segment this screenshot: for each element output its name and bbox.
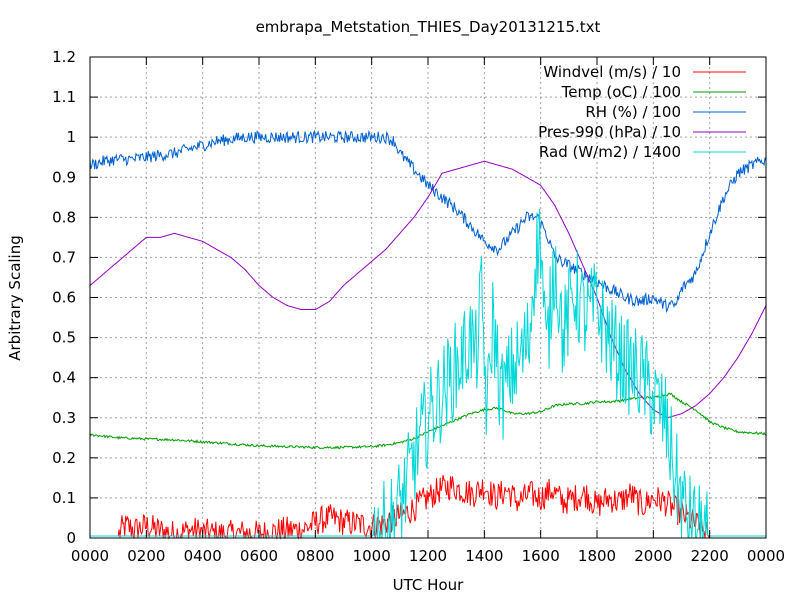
x-tick-label: 0200 bbox=[127, 547, 165, 565]
y-tick-label: 1 bbox=[66, 128, 76, 146]
x-tick-label: 1600 bbox=[522, 547, 560, 565]
y-axis-label: Arbitrary Scaling bbox=[6, 235, 24, 361]
x-tick-label: 1400 bbox=[465, 547, 503, 565]
y-tick-label: 0.6 bbox=[52, 289, 76, 307]
x-tick-label: 1000 bbox=[353, 547, 391, 565]
y-tick-label: 0 bbox=[66, 529, 76, 547]
y-tick-label: 0.7 bbox=[52, 248, 76, 266]
x-axis-label: UTC Hour bbox=[393, 576, 464, 594]
y-tick-label: 1.1 bbox=[52, 88, 76, 106]
y-tick-label: 0.4 bbox=[52, 369, 76, 387]
series-line-3 bbox=[89, 129, 767, 314]
x-tick-label: 0800 bbox=[296, 547, 334, 565]
x-tick-label: 0400 bbox=[184, 547, 222, 565]
y-tick-label: 0.8 bbox=[52, 208, 76, 226]
x-tick-label: 2000 bbox=[634, 547, 672, 565]
legend-label: RH (%) / 100 bbox=[585, 103, 681, 121]
y-tick-label: 0.1 bbox=[52, 489, 76, 507]
chart-title: embrapa_Metstation_THIES_Day20131215.txt bbox=[256, 18, 601, 37]
legend-label: Rad (W/m2) / 1400 bbox=[539, 143, 681, 161]
x-tick-label: 0600 bbox=[240, 547, 278, 565]
x-tick-label: 2200 bbox=[691, 547, 729, 565]
x-tick-label: 0000 bbox=[71, 547, 109, 565]
legend-label: Temp (oC) / 100 bbox=[561, 83, 681, 101]
y-tick-label: 0.2 bbox=[52, 449, 76, 467]
x-tick-label: 1800 bbox=[578, 547, 616, 565]
legend-label: Pres-990 (hPa) / 10 bbox=[538, 123, 681, 141]
legend: Windvel (m/s) / 10 Temp (oC) / 100 RH (%) … bbox=[538, 63, 746, 161]
legend-label: Windvel (m/s) / 10 bbox=[543, 63, 681, 81]
ticks: 0 0.1 0.2 0.3 0.4 0.5 0.6 0.7 0.8 0.9 1 1.1 1.2 0000 0… bbox=[52, 48, 785, 565]
y-tick-label: 1.2 bbox=[52, 48, 76, 66]
y-tick-label: 0.5 bbox=[52, 329, 76, 347]
y-tick-label: 0.3 bbox=[52, 409, 76, 427]
y-tick-label: 0.9 bbox=[52, 168, 76, 186]
x-tick-label: 0000 bbox=[747, 547, 785, 565]
x-tick-label: 1200 bbox=[409, 547, 447, 565]
